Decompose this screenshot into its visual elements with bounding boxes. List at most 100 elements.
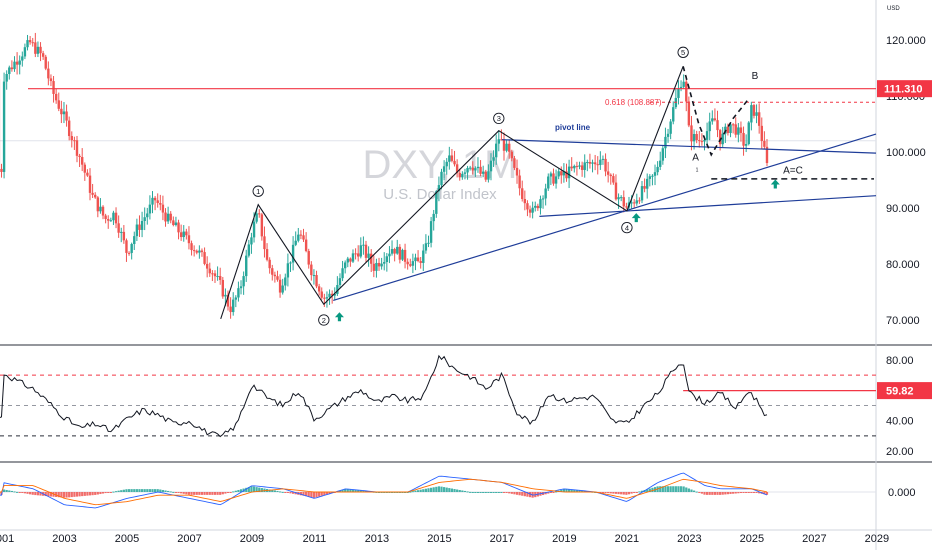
macd-histogram-bar [185, 492, 187, 494]
candle-body [313, 275, 315, 276]
candle-body [63, 111, 65, 114]
macd-histogram-bar [128, 489, 130, 492]
macd-histogram-bar [71, 492, 73, 497]
macd-histogram-bar [86, 492, 88, 496]
candle-body [60, 109, 62, 114]
wave-number-label: 2 [322, 316, 326, 325]
small-label: 1 [696, 168, 699, 174]
macd-histogram-bar [474, 492, 476, 493]
candle-body [289, 263, 291, 264]
macd-histogram-bar [8, 490, 10, 492]
candle-body [133, 236, 135, 244]
candle-body [47, 69, 49, 79]
macd-histogram-bar [112, 492, 114, 493]
time-axis-tick-label: 2029 [865, 533, 889, 545]
candle-body [378, 263, 380, 266]
macd-histogram-bar [459, 490, 461, 492]
candle-body [466, 168, 468, 172]
macd-histogram-bar [26, 492, 28, 494]
candle-body [258, 213, 260, 214]
candle-body [362, 245, 364, 246]
macd-histogram-bar [469, 492, 471, 493]
macd-histogram-bar [24, 492, 26, 493]
macd-histogram-bar [315, 492, 317, 497]
wave-number-label: 4 [625, 223, 629, 232]
macd-histogram-bar [511, 492, 513, 494]
candle-body [555, 176, 557, 183]
candle-body [81, 157, 83, 165]
macd-histogram-bar [490, 492, 492, 493]
macd-histogram-bar [440, 487, 442, 492]
macd-histogram-bar [477, 492, 479, 493]
candle-body [505, 144, 507, 151]
abc-path [683, 66, 749, 154]
macd-histogram-bar [146, 489, 148, 492]
time-axis-tick-label: 2013 [365, 533, 389, 545]
time-axis-tick-label: 2003 [52, 533, 76, 545]
candle-body [568, 167, 570, 179]
candle-body [255, 213, 257, 221]
macd-histogram-bar [84, 492, 86, 496]
candle-body [425, 243, 427, 250]
macd-histogram-bar [65, 492, 67, 498]
macd-histogram-bar [318, 492, 320, 496]
macd-histogram-bar [110, 492, 112, 493]
macd-histogram-bar [230, 492, 232, 493]
candle-body [435, 191, 437, 214]
macd-histogram-bar [198, 492, 200, 495]
macd-histogram-bar [274, 490, 276, 492]
candle-body [250, 237, 252, 244]
candle-body [89, 176, 91, 193]
candle-body [599, 160, 601, 165]
candle-body [459, 173, 461, 177]
candle-body [136, 225, 138, 237]
candle-body [222, 280, 224, 297]
candle-body [8, 67, 10, 74]
price-axis-tick-label: 80.000 [886, 259, 920, 271]
candle-body [651, 176, 653, 177]
candle-body [440, 172, 442, 185]
candle-body [261, 214, 263, 236]
macd-histogram-bar [102, 492, 104, 494]
macd-histogram-bar [456, 490, 458, 492]
candle-body [612, 176, 614, 182]
macd-histogram-bar [188, 492, 190, 495]
macd-histogram-bar [745, 492, 747, 493]
candle-body [490, 161, 492, 172]
candle-body [581, 165, 583, 170]
macd-histogram-bar [323, 492, 325, 495]
macd-histogram-bar [133, 489, 135, 492]
candle-body [688, 101, 690, 125]
candle-body [19, 61, 21, 65]
macd-histogram-bar [136, 489, 138, 492]
candle-body [315, 275, 317, 286]
candle-body [323, 298, 325, 299]
candle-body [349, 259, 351, 262]
candle-body [347, 259, 349, 263]
macd-histogram-bar [696, 492, 698, 493]
candle-body [511, 152, 513, 159]
macd-histogram-bar [638, 491, 640, 492]
candle-body [39, 47, 41, 53]
candle-body [248, 244, 250, 255]
candle-body [706, 131, 708, 140]
candle-body [487, 171, 489, 179]
candle-body [469, 168, 471, 169]
wave-number-label: 5 [681, 48, 685, 57]
candle-body [453, 161, 455, 164]
candle-body [531, 208, 533, 213]
macd-axis-tick-label: 0.000 [888, 487, 916, 499]
macd-histogram-bar [724, 492, 726, 494]
candle-body [758, 112, 760, 126]
macd-histogram-bar [615, 492, 617, 494]
macd-histogram-bar [68, 492, 70, 497]
candle-body [649, 176, 651, 179]
candle-body [544, 188, 546, 198]
rsi-axis-tick-label: 80.00 [886, 355, 914, 367]
candle-body [654, 172, 656, 176]
macd-histogram-bar [175, 492, 177, 493]
price-axis-tick-label: 70.000 [886, 315, 920, 327]
candle-body [193, 250, 195, 251]
macd-histogram-bar [420, 490, 422, 492]
candle-body [667, 134, 669, 137]
